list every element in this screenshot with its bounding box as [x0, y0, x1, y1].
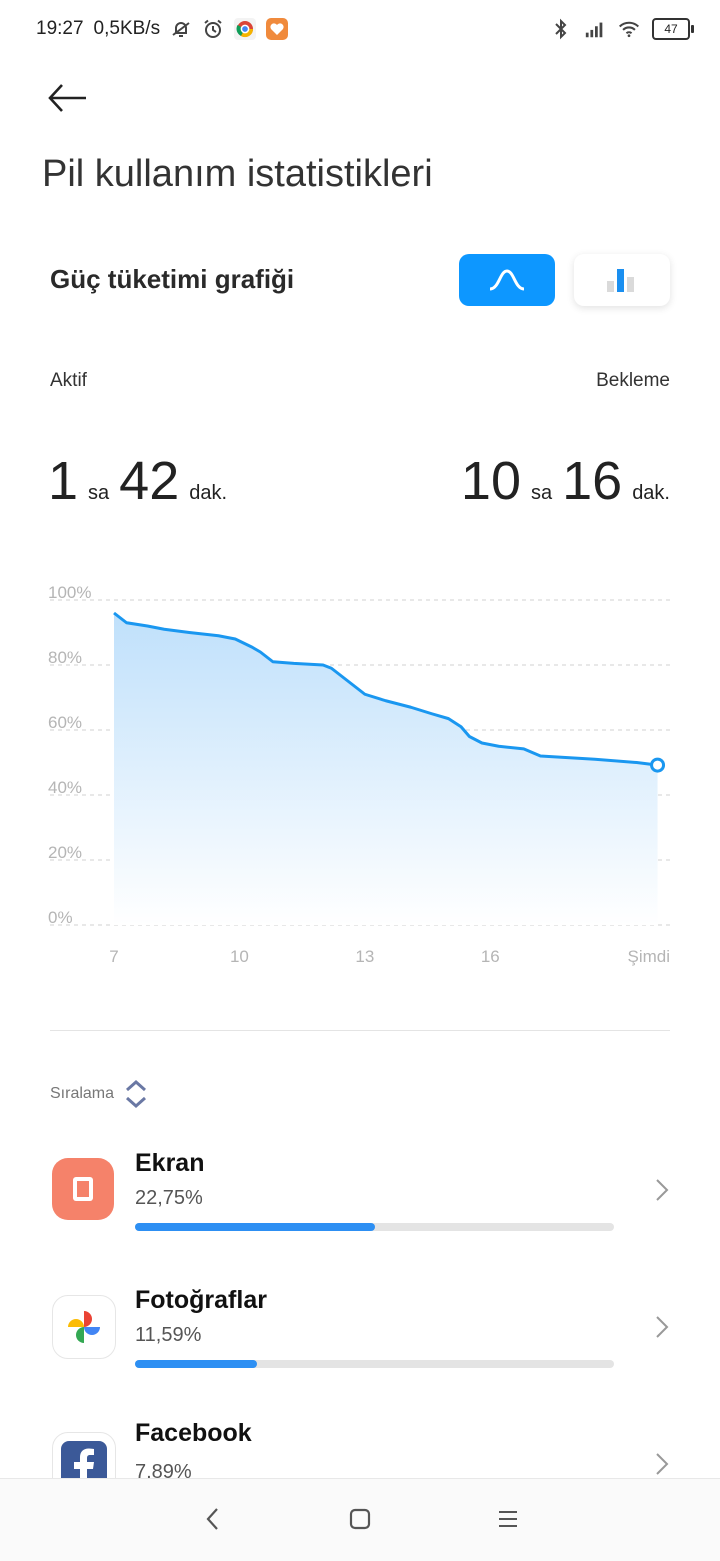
usage-bar-fill — [135, 1223, 375, 1231]
battery-level: 47 — [664, 22, 678, 36]
bar-chart-icon — [607, 269, 634, 292]
active-time: 1 sa 42 dak. — [48, 450, 227, 512]
chevron-right-icon — [656, 1453, 669, 1475]
y-tick-label: 0% — [48, 908, 73, 927]
app-row-fotograflar[interactable]: Fotoğraflar 11,59% — [0, 1282, 720, 1402]
current-point-marker — [650, 757, 666, 773]
alarm-icon — [202, 18, 224, 40]
y-tick-label: 100% — [48, 583, 91, 602]
x-tick-label: 16 — [481, 947, 500, 966]
active-hours: 1 — [48, 451, 79, 511]
standby-hours: 10 — [460, 451, 521, 511]
app-name: Facebook — [135, 1419, 252, 1447]
bluetooth-icon — [550, 18, 572, 40]
bar-view-toggle[interactable] — [574, 254, 670, 306]
active-hours-unit: sa — [88, 482, 110, 504]
curve-view-toggle[interactable] — [459, 254, 555, 306]
sort-label: Sıralama — [50, 1085, 115, 1102]
status-bar: 19:27 0,5KB/s 47 — [0, 0, 720, 58]
app-name: Fotoğraflar — [135, 1286, 267, 1314]
x-tick-label: 10 — [230, 947, 249, 966]
usage-bar — [135, 1223, 614, 1231]
chrome-icon — [234, 18, 257, 40]
facebook-icon — [52, 1432, 116, 1478]
y-tick-label: 20% — [48, 843, 82, 862]
app-name: Ekran — [135, 1149, 205, 1177]
section-title: Güç tüketimi grafiği — [50, 264, 295, 294]
y-tick-label: 60% — [48, 713, 82, 732]
standby-hours-unit: sa — [530, 482, 553, 504]
back-button[interactable] — [46, 80, 90, 116]
y-tick-label: 80% — [48, 648, 82, 667]
app-percent: 22,75% — [135, 1187, 203, 1209]
sort-arrows-icon — [126, 1079, 147, 1109]
divider — [50, 1030, 670, 1031]
battery-chart: 100% 80% 60% 40% 20% 0% 7 10 13 16 Şimdi — [48, 583, 670, 966]
curve-icon — [489, 269, 525, 291]
app-row-ekran[interactable]: Ekran 22,75% — [0, 1145, 720, 1265]
usage-bar — [135, 1360, 614, 1368]
photos-pinwheel-icon — [52, 1295, 116, 1359]
standby-time: 10 sa 16 dak. — [461, 450, 670, 512]
chevron-right-icon — [656, 1179, 669, 1201]
x-tick-label: Şimdi — [627, 947, 670, 966]
standby-label: Bekleme — [596, 370, 670, 391]
area-fill — [114, 613, 658, 925]
back-arrow-icon — [48, 84, 86, 112]
active-label: Aktif — [50, 370, 87, 391]
signal-icon — [584, 18, 606, 40]
navigation-bar — [0, 1478, 720, 1561]
y-tick-label: 40% — [48, 778, 82, 797]
battery-icon: 47 — [652, 18, 694, 40]
active-minutes: 42 — [119, 451, 180, 511]
x-tick-label: 7 — [109, 947, 118, 966]
sort-control[interactable]: Sıralama — [50, 1078, 148, 1110]
mute-bell-icon — [170, 18, 192, 40]
page-title: Pil kullanım istatistikleri — [42, 153, 433, 195]
status-right: 47 — [550, 18, 694, 40]
standby-minutes-unit: dak. — [632, 482, 670, 504]
active-minutes-unit: dak. — [189, 482, 228, 504]
nav-back-icon[interactable] — [198, 1504, 228, 1534]
app-heart-icon — [266, 18, 289, 40]
x-tick-label: 13 — [355, 947, 374, 966]
nav-home-icon[interactable] — [345, 1504, 375, 1534]
status-left: 19:27 0,5KB/s — [36, 18, 289, 40]
nav-recents-icon[interactable] — [493, 1504, 523, 1534]
standby-minutes: 16 — [562, 451, 623, 511]
app-row-facebook[interactable]: Facebook 7,89% — [0, 1419, 720, 1478]
app-percent: 11,59% — [135, 1324, 202, 1346]
chevron-right-icon — [656, 1316, 669, 1338]
network-speed: 0,5KB/s — [93, 18, 161, 39]
screen-icon — [52, 1158, 114, 1220]
status-time: 19:27 — [36, 18, 84, 39]
battery-line — [113, 611, 658, 767]
wifi-icon — [618, 18, 640, 40]
app-percent: 7,89% — [135, 1461, 192, 1478]
usage-bar-fill — [135, 1360, 258, 1368]
